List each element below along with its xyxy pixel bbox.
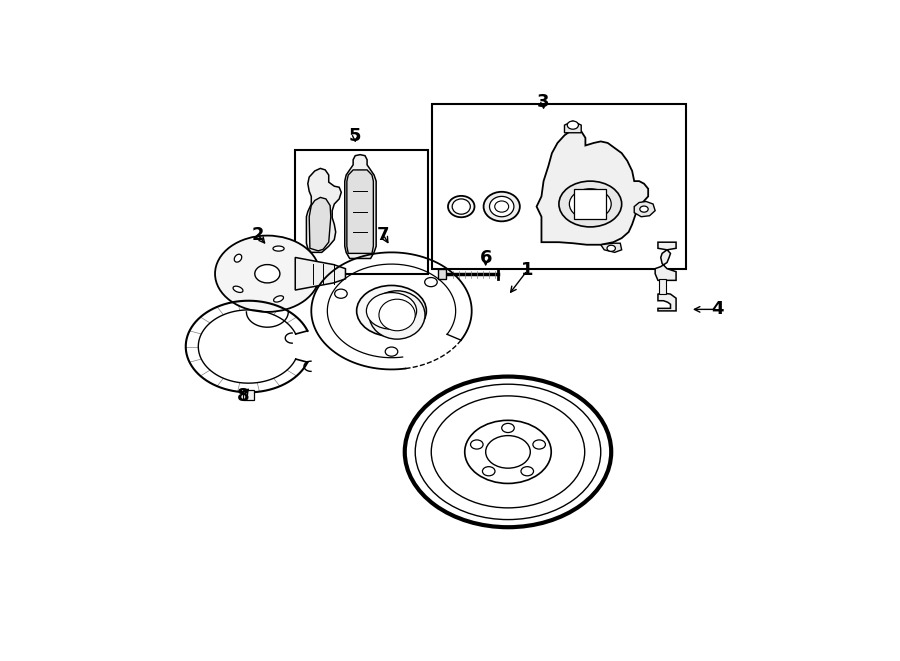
Text: 4: 4 [712, 300, 724, 319]
Polygon shape [306, 169, 341, 253]
Polygon shape [601, 243, 622, 253]
Circle shape [559, 181, 622, 227]
Circle shape [356, 286, 427, 336]
Polygon shape [658, 293, 676, 311]
Bar [437, 269, 446, 280]
Ellipse shape [448, 196, 474, 217]
Circle shape [640, 206, 648, 212]
Ellipse shape [483, 192, 520, 221]
Bar [660, 279, 666, 294]
Polygon shape [295, 258, 346, 290]
Ellipse shape [273, 246, 284, 251]
Polygon shape [310, 198, 331, 251]
Text: 8: 8 [238, 387, 250, 405]
Polygon shape [634, 202, 655, 217]
Circle shape [255, 264, 280, 283]
Polygon shape [655, 242, 676, 280]
Bar [574, 189, 607, 219]
Polygon shape [243, 390, 254, 400]
Ellipse shape [233, 286, 243, 292]
Ellipse shape [369, 291, 425, 339]
Circle shape [567, 121, 579, 129]
Ellipse shape [300, 270, 308, 278]
Ellipse shape [234, 254, 242, 262]
Bar [295, 149, 427, 274]
Polygon shape [346, 170, 374, 253]
Ellipse shape [274, 295, 284, 302]
Text: 6: 6 [480, 249, 492, 268]
Text: 1: 1 [521, 261, 534, 279]
Bar [432, 104, 686, 268]
Circle shape [215, 235, 320, 312]
Ellipse shape [495, 201, 508, 212]
Ellipse shape [490, 196, 514, 217]
Polygon shape [536, 129, 648, 245]
Polygon shape [564, 121, 581, 133]
Polygon shape [345, 155, 376, 258]
Ellipse shape [379, 299, 415, 330]
Text: 3: 3 [537, 93, 550, 111]
Text: 5: 5 [349, 128, 362, 145]
Text: 2: 2 [251, 225, 264, 243]
Circle shape [570, 189, 611, 219]
Text: 7: 7 [377, 225, 390, 243]
Circle shape [607, 245, 616, 251]
Ellipse shape [452, 199, 471, 214]
Circle shape [366, 293, 417, 329]
